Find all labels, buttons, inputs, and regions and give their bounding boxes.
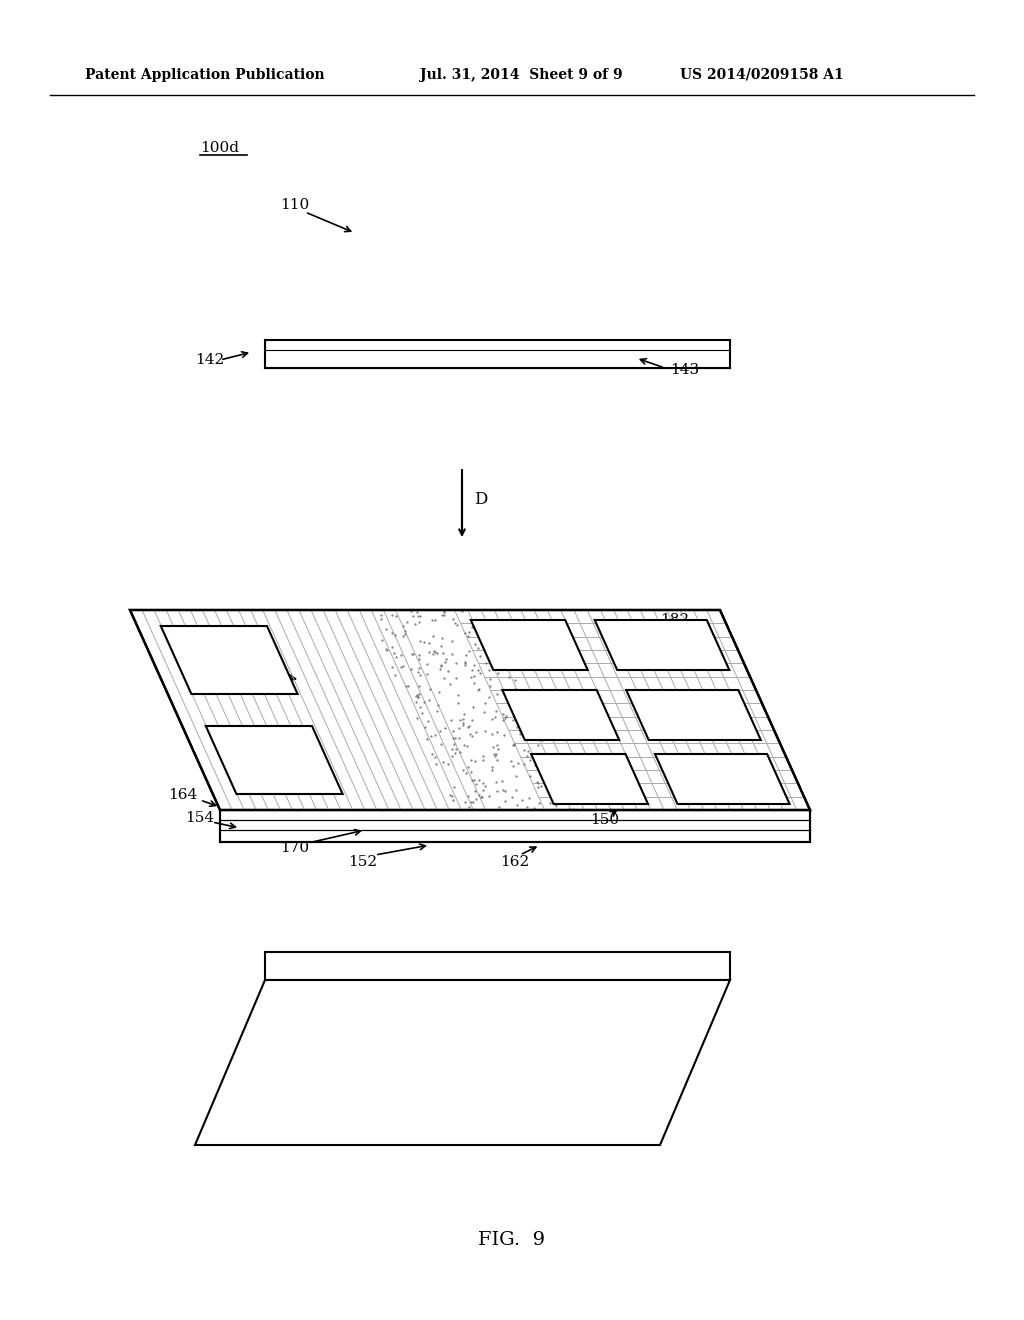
Polygon shape bbox=[195, 979, 730, 1144]
Text: 164: 164 bbox=[168, 788, 198, 803]
Text: 110: 110 bbox=[280, 198, 309, 213]
Text: Jul. 31, 2014  Sheet 9 of 9: Jul. 31, 2014 Sheet 9 of 9 bbox=[420, 69, 623, 82]
Polygon shape bbox=[471, 620, 588, 671]
Text: 182: 182 bbox=[660, 612, 689, 627]
Text: 142: 142 bbox=[195, 352, 224, 367]
Text: 152: 152 bbox=[348, 855, 377, 869]
Text: 100d: 100d bbox=[200, 141, 239, 154]
Text: 150: 150 bbox=[590, 813, 620, 828]
Text: 143: 143 bbox=[670, 363, 699, 378]
Text: 160: 160 bbox=[220, 657, 249, 672]
Text: US 2014/0209158 A1: US 2014/0209158 A1 bbox=[680, 69, 844, 82]
Polygon shape bbox=[627, 690, 761, 741]
Polygon shape bbox=[130, 610, 810, 810]
Polygon shape bbox=[161, 626, 298, 694]
Text: D: D bbox=[474, 491, 487, 508]
Text: 154: 154 bbox=[185, 810, 214, 825]
Text: 180: 180 bbox=[700, 783, 729, 797]
Text: 162: 162 bbox=[500, 855, 529, 869]
Polygon shape bbox=[531, 754, 648, 804]
Text: FIG.  9: FIG. 9 bbox=[478, 1232, 546, 1249]
Text: 170: 170 bbox=[280, 841, 309, 855]
Polygon shape bbox=[265, 952, 730, 979]
Polygon shape bbox=[503, 690, 620, 741]
Polygon shape bbox=[595, 620, 729, 671]
Polygon shape bbox=[206, 726, 343, 795]
Polygon shape bbox=[655, 754, 790, 804]
Polygon shape bbox=[220, 810, 810, 842]
Text: Patent Application Publication: Patent Application Publication bbox=[85, 69, 325, 82]
